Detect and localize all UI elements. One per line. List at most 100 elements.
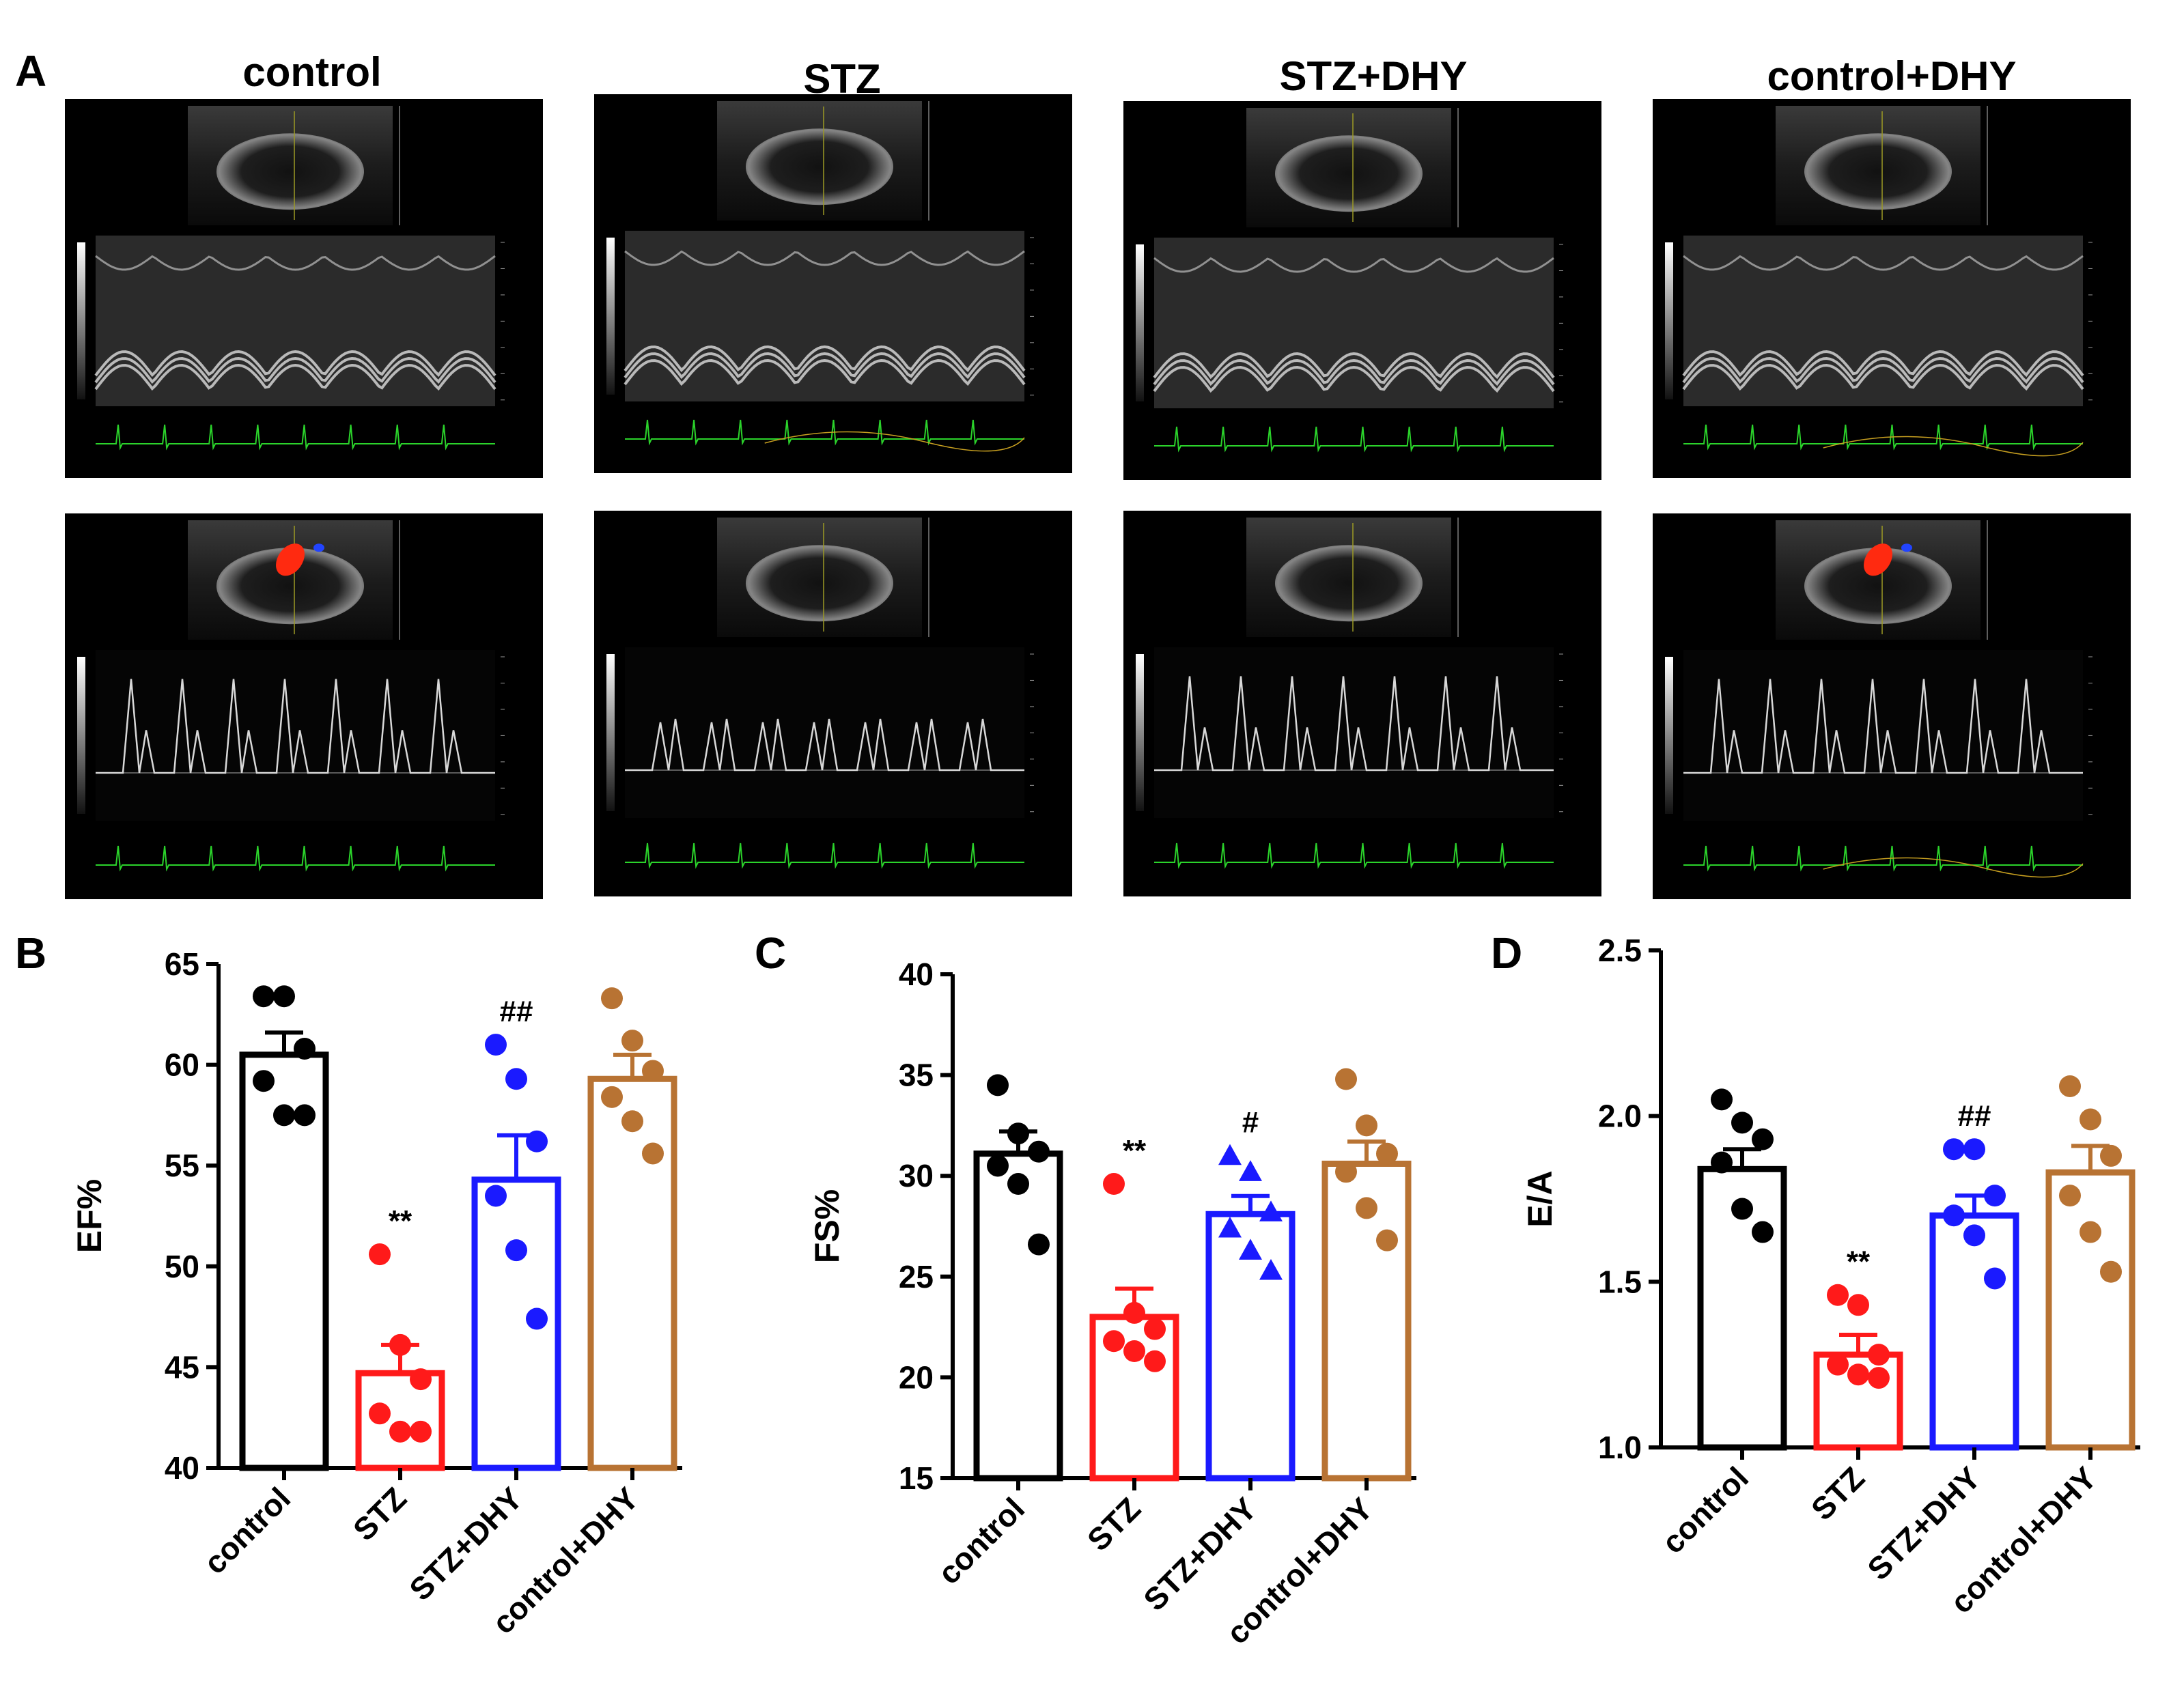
doppler-waveform xyxy=(1683,679,2083,774)
data-point xyxy=(1963,1138,1985,1161)
m-mode-trace xyxy=(625,231,1024,401)
ecg-trace xyxy=(1683,845,2083,872)
x-category-label: control xyxy=(197,1480,297,1581)
m-mode-trace xyxy=(1683,236,2083,406)
echo-image xyxy=(1123,511,1601,896)
wall-motion-band xyxy=(1153,352,1555,380)
x-category-label: STZ+DHY xyxy=(1860,1460,1987,1587)
x-category-label: STZ+DHY xyxy=(1136,1490,1263,1617)
significance-marker: ** xyxy=(1123,1134,1147,1168)
data-point xyxy=(1376,1142,1398,1165)
data-point xyxy=(987,1074,1009,1096)
data-point xyxy=(1963,1224,1985,1247)
echo-image xyxy=(65,99,543,478)
heart-chamber xyxy=(746,545,893,622)
y-tick-label: 45 xyxy=(165,1349,199,1385)
echo-image xyxy=(1653,513,2131,899)
anterior-wall-band xyxy=(1153,257,1554,273)
gray-scale-bar xyxy=(1136,244,1144,401)
panel-letter-d: D xyxy=(1491,929,1522,978)
echo-image xyxy=(594,94,1072,473)
y-tick-label: 20 xyxy=(899,1359,934,1395)
respiration-trace xyxy=(1823,436,2084,457)
data-point xyxy=(369,1243,391,1266)
data-point xyxy=(485,1034,507,1056)
doppler-trace xyxy=(1154,647,1554,818)
significance-marker: ## xyxy=(1958,1099,1991,1133)
data-point xyxy=(1028,1140,1050,1163)
data-point xyxy=(389,1420,411,1443)
heart-chamber xyxy=(746,128,893,206)
wall-motion-band xyxy=(1153,358,1555,386)
respiration-trace xyxy=(764,431,1025,452)
doppler-trace xyxy=(1683,650,2083,821)
ecg-trace xyxy=(1683,424,2083,451)
y-tick-label: 40 xyxy=(165,1450,199,1486)
y-axis-title: FS% xyxy=(808,1189,846,1263)
anterior-wall-band xyxy=(1683,255,2084,271)
ecg-trace xyxy=(96,424,495,451)
data-point xyxy=(1868,1367,1890,1389)
heart-chamber xyxy=(216,133,364,210)
heart-chamber xyxy=(1804,548,1952,625)
data-point xyxy=(1984,1185,2006,1207)
y-tick-label: 2.5 xyxy=(1598,933,1642,968)
gray-scale-bar xyxy=(606,654,615,811)
ecg-trace xyxy=(1154,843,1554,869)
x-category-label: STZ xyxy=(1080,1490,1147,1557)
data-point xyxy=(1103,1330,1125,1353)
gray-scale-bar xyxy=(1665,657,1673,814)
column-title: control+DHY xyxy=(1767,53,2016,99)
doppler-blue-flow xyxy=(313,543,324,552)
significance-marker: ** xyxy=(389,1204,412,1238)
column-title: STZ+DHY xyxy=(1279,53,1467,99)
wall-motion-band xyxy=(94,363,496,391)
data-point xyxy=(987,1155,1009,1177)
bar-control xyxy=(973,1150,1063,1482)
wall-motion-band xyxy=(1682,350,2084,378)
data-point xyxy=(1239,1239,1262,1260)
y-tick-label: 40 xyxy=(899,957,934,992)
wall-motion-band xyxy=(1682,363,2084,391)
data-point xyxy=(526,1307,548,1330)
y-tick-label: 30 xyxy=(899,1158,934,1193)
data-point xyxy=(1007,1173,1029,1195)
data-point xyxy=(1144,1318,1166,1340)
x-category-label: control xyxy=(931,1490,1031,1591)
data-point xyxy=(1356,1114,1377,1137)
data-point xyxy=(1259,1200,1283,1221)
data-point xyxy=(2080,1108,2101,1131)
data-point xyxy=(505,1239,527,1262)
data-point xyxy=(273,1104,295,1127)
y-tick-label: 15 xyxy=(899,1460,934,1496)
significance-marker: ## xyxy=(500,995,533,1028)
wall-motion-band xyxy=(1682,356,2084,384)
y-tick-label: 35 xyxy=(899,1058,934,1093)
bar-STZ xyxy=(355,1370,445,1471)
heart-chamber xyxy=(1275,545,1423,622)
data-point xyxy=(1731,1112,1753,1134)
wall-motion-band xyxy=(94,356,496,384)
gray-scale-bar xyxy=(77,657,85,814)
data-point xyxy=(1144,1350,1166,1372)
panel-letter-b: B xyxy=(15,929,46,978)
data-point xyxy=(1827,1284,1849,1306)
data-point xyxy=(601,987,623,1010)
y-axis-title: E/A xyxy=(1521,1170,1559,1227)
ecg-trace xyxy=(1154,426,1554,453)
data-point xyxy=(1335,1068,1357,1090)
data-point xyxy=(526,1130,548,1152)
significance-marker: ** xyxy=(1847,1245,1871,1279)
wall-motion-band xyxy=(624,345,1026,373)
data-point xyxy=(1356,1197,1377,1219)
data-point xyxy=(1731,1198,1753,1220)
column-title: control xyxy=(242,49,381,95)
data-point xyxy=(621,1110,643,1133)
data-point xyxy=(294,1104,316,1127)
column-title: STZ xyxy=(803,56,880,102)
gray-scale-bar xyxy=(1665,242,1673,399)
data-point xyxy=(1984,1267,2006,1290)
doppler-trace xyxy=(625,647,1024,818)
data-point xyxy=(1752,1221,1774,1243)
